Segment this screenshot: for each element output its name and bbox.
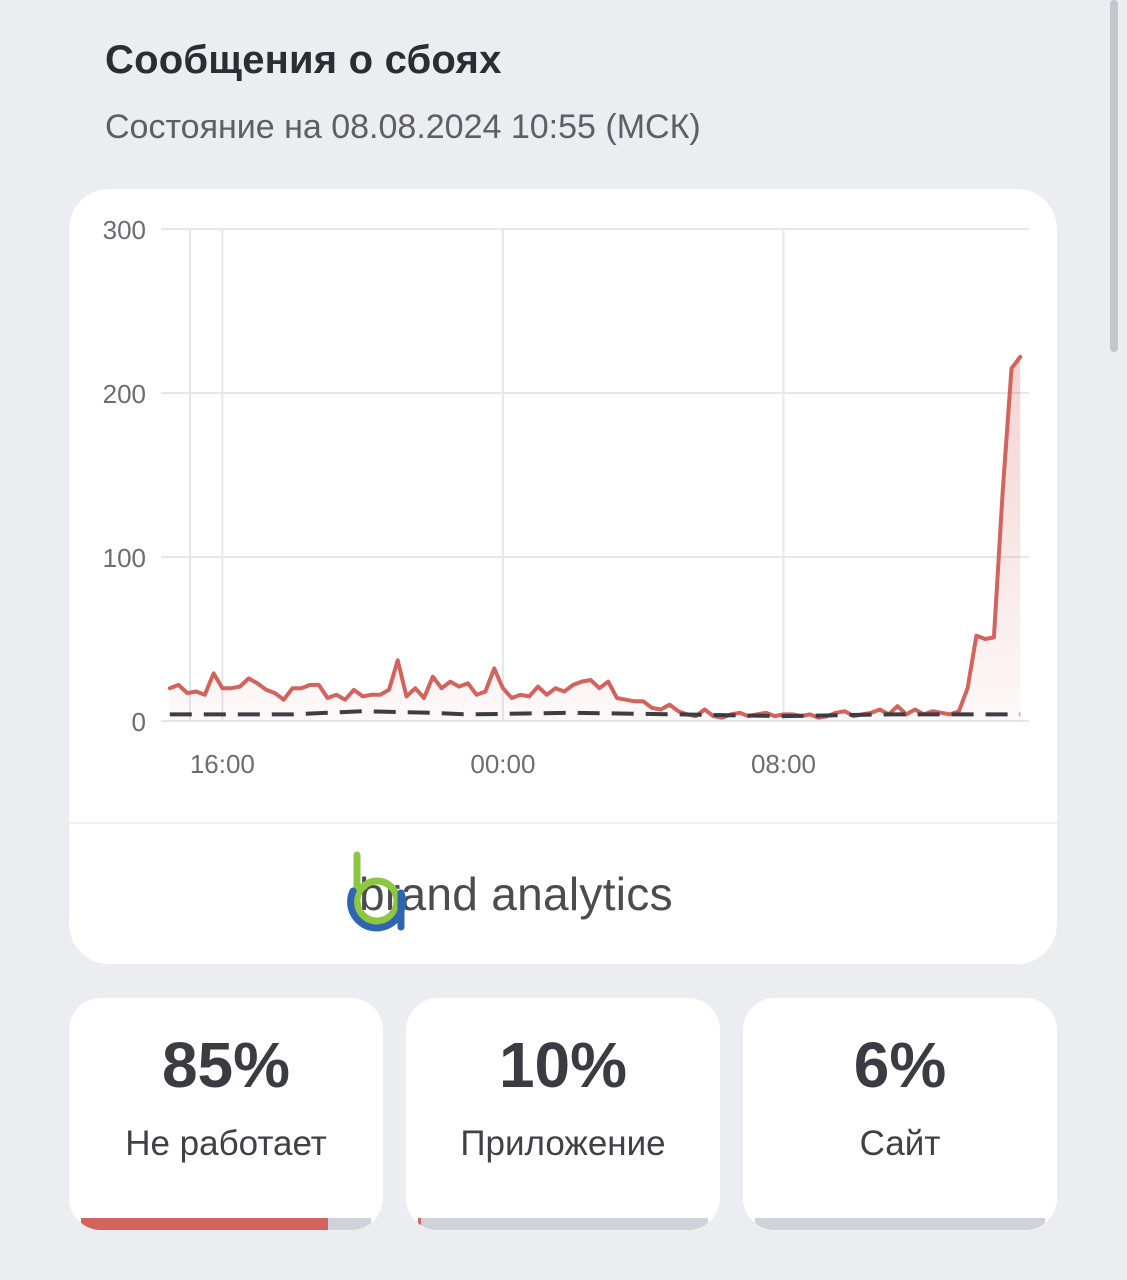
x-tick-label: 08:00 [751, 749, 816, 779]
brand-name: brand analytics [359, 868, 673, 920]
y-tick-label: 200 [103, 379, 146, 409]
page-title: Сообщения о сбоях [105, 38, 502, 82]
outage-chart: 0 100 200 300 16:00 00:00 08:00 [103, 215, 1029, 779]
stat-label: Не работает [125, 1124, 327, 1163]
stat-progress-bar [755, 1218, 1045, 1230]
x-tick-label: 00:00 [470, 749, 535, 779]
stat-card-not-working[interactable]: 85% Не работает [69, 998, 383, 1230]
series-line-baseline [169, 709, 1021, 719]
stat-progress-bar [81, 1218, 371, 1230]
stat-value: 10% [498, 1029, 628, 1101]
y-tick-label: 0 [132, 707, 146, 737]
chart-card: 0 100 200 300 16:00 00:00 08:00 brand analytic… [69, 189, 1057, 964]
stat-value: 85% [161, 1029, 291, 1101]
stat-label: Приложение [460, 1124, 666, 1163]
stat-card-site[interactable]: 6% Сайт [743, 998, 1057, 1230]
stat-value: 6% [853, 1029, 947, 1101]
scrollbar[interactable] [1110, 0, 1118, 352]
stat-label: Сайт [859, 1124, 941, 1163]
series-line-reports [167, 354, 1023, 720]
brand-analytics-logo-icon [347, 851, 407, 932]
stat-progress-bar [418, 1218, 708, 1230]
stat-progress-fill [81, 1218, 328, 1230]
brand-footer: brand analytics [343, 849, 673, 939]
status-timestamp: Состояние на 08.08.2024 10:55 (МСК) [105, 108, 701, 146]
x-tick-label: 16:00 [190, 749, 255, 779]
series-area-fill [169, 356, 1021, 721]
stat-card-app[interactable]: 10% Приложение [406, 998, 720, 1230]
stat-progress-fill [418, 1218, 421, 1230]
y-tick-label: 300 [103, 215, 146, 245]
y-tick-label: 100 [103, 543, 146, 573]
card-divider [69, 822, 1057, 824]
